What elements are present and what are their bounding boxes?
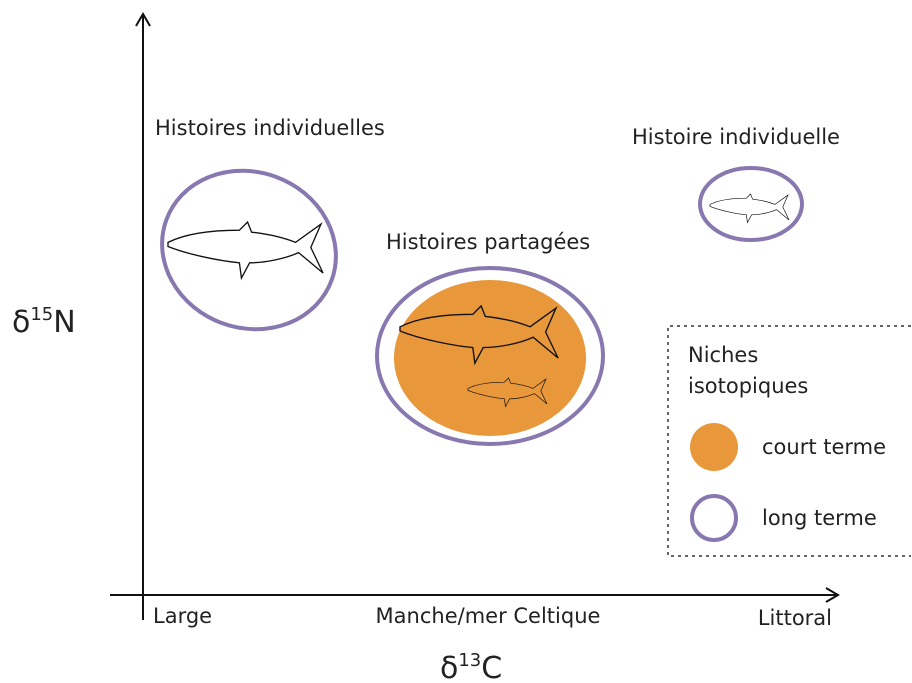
long-term-niche xyxy=(375,266,605,446)
legend-swatch xyxy=(690,423,738,471)
legend-item: court terme xyxy=(762,435,886,459)
group-label: Histoire individuelle xyxy=(632,125,840,149)
long-term-niche xyxy=(698,166,804,242)
group-label: Histoires individuelles xyxy=(155,116,385,140)
group-label: Histoires partagées xyxy=(386,230,590,254)
x-arrow xyxy=(825,587,840,603)
y-arrow xyxy=(135,12,151,27)
legend-title: isotopiques xyxy=(688,374,808,398)
x-category: Manche/mer Celtique xyxy=(376,604,601,628)
x-category: Large xyxy=(153,604,212,628)
x-axis-label: δ13C xyxy=(440,650,502,683)
legend-title: Niches xyxy=(688,343,758,367)
axes xyxy=(110,12,840,620)
legend-item: long terme xyxy=(762,506,877,530)
legend-box xyxy=(667,325,911,557)
shark xyxy=(167,221,324,279)
shark xyxy=(709,193,790,223)
legend: Niches isotopiques court terme long term… xyxy=(667,325,911,557)
legend-swatch xyxy=(690,494,738,542)
x-category: Littoral xyxy=(758,606,832,630)
y-axis-label: δ15N xyxy=(12,304,76,340)
long-term-niche xyxy=(160,168,338,332)
